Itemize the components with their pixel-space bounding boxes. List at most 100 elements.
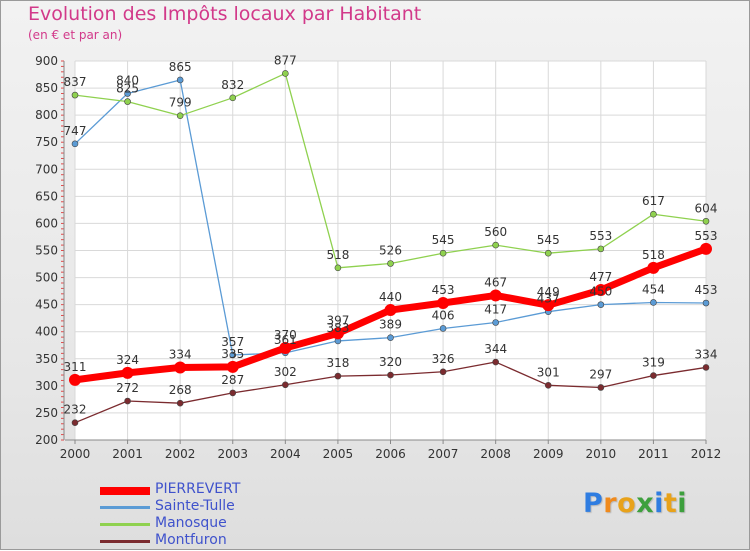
data-label-manosque: 877	[274, 53, 297, 67]
x-tick-label: 2006	[375, 447, 406, 461]
data-label-montfuron: 320	[379, 355, 402, 369]
data-point-manosque	[71, 91, 79, 99]
x-tick-label: 2009	[533, 447, 564, 461]
legend-item-pierrevert: PIERREVERT	[100, 481, 280, 500]
data-label-sainte-tulle: 437	[537, 292, 560, 306]
logo-letter: o	[617, 488, 637, 519]
y-tick-label: 800	[35, 108, 58, 122]
data-label-sainte-tulle: 383	[326, 321, 349, 335]
data-label-manosque: 832	[221, 78, 244, 92]
data-point-montfuron	[492, 358, 499, 366]
data-point-sainte-tulle	[124, 90, 131, 97]
data-label-montfuron: 326	[432, 352, 455, 366]
data-point-manosque	[334, 264, 342, 272]
y-tick-label: 550	[35, 244, 58, 258]
legend-swatch-manosque	[100, 523, 150, 526]
data-label-sainte-tulle: 454	[642, 282, 665, 296]
logo-letter: x	[636, 488, 655, 519]
data-label-sainte-tulle: 865	[169, 60, 192, 74]
data-point-sainte-tulle	[176, 76, 184, 84]
data-point-montfuron	[544, 382, 552, 389]
legend-item-sainte-tulle: Sainte-Tulle	[100, 498, 280, 517]
data-point-sainte-tulle	[702, 299, 710, 307]
y-tick-label: 350	[35, 352, 58, 366]
data-label-manosque: 526	[379, 243, 402, 257]
x-tick-label: 2005	[323, 447, 354, 461]
data-label-manosque: 604	[695, 201, 718, 215]
legend-swatch-montfuron	[100, 540, 150, 543]
y-tick-label: 200	[35, 433, 58, 447]
y-tick-label: 300	[35, 379, 58, 393]
data-point-montfuron	[334, 372, 342, 380]
data-label-montfuron: 319	[642, 356, 665, 370]
data-point-sainte-tulle	[597, 301, 605, 308]
data-point-pierrevert	[331, 327, 344, 340]
data-label-manosque: 799	[169, 96, 192, 110]
data-label-montfuron: 334	[695, 347, 718, 361]
data-point-pierrevert	[647, 261, 660, 274]
x-tick-label: 2002	[165, 447, 196, 461]
data-label-manosque: 837	[64, 75, 87, 89]
data-point-montfuron	[124, 397, 131, 405]
data-label-montfuron: 302	[274, 365, 297, 379]
data-point-manosque	[650, 210, 657, 218]
data-label-pierrevert: 397	[326, 313, 349, 327]
data-label-montfuron: 272	[116, 381, 139, 395]
data-label-manosque: 553	[589, 229, 612, 243]
legend-swatch-pierrevert	[100, 487, 150, 495]
x-tick-label: 2004	[270, 447, 301, 461]
logo-letter: r	[603, 488, 618, 519]
legend-item-montfuron: Montfuron	[100, 532, 280, 551]
chart-title: Evolution des Impôts locaux par Habitant	[28, 3, 422, 25]
y-tick-label: 750	[35, 135, 58, 149]
x-tick-label: 2012	[691, 447, 722, 461]
data-point-sainte-tulle	[650, 299, 657, 306]
legend-swatch-sainte-tulle	[100, 506, 150, 509]
legend-item-manosque: Manosque	[100, 515, 280, 534]
data-point-manosque	[229, 94, 237, 102]
x-tick-label: 2007	[428, 447, 459, 461]
data-label-pierrevert: 553	[695, 229, 718, 243]
data-label-montfuron: 297	[589, 367, 612, 381]
data-point-pierrevert	[700, 242, 712, 255]
data-label-pierrevert: 334	[169, 347, 192, 361]
data-point-montfuron	[282, 381, 289, 389]
data-point-pierrevert	[69, 373, 81, 386]
data-label-pierrevert: 518	[642, 248, 665, 262]
chart-legend: PIERREVERT Sainte-Tulle Manosque Montfuron	[100, 481, 280, 551]
data-point-pierrevert	[384, 304, 397, 317]
data-point-sainte-tulle	[387, 334, 394, 341]
x-tick-label: 2008	[480, 447, 511, 461]
data-label-manosque: 617	[642, 194, 665, 208]
data-point-montfuron	[702, 364, 710, 371]
data-point-pierrevert	[489, 289, 502, 302]
data-point-sainte-tulle	[71, 140, 79, 148]
data-point-manosque	[702, 217, 710, 225]
data-label-pierrevert: 467	[484, 275, 507, 289]
data-label-pierrevert: 477	[589, 270, 612, 284]
data-point-montfuron	[71, 419, 79, 426]
data-label-manosque: 560	[484, 225, 507, 239]
logo-letter: i	[677, 488, 688, 519]
data-point-pierrevert	[594, 284, 607, 297]
data-point-sainte-tulle	[229, 351, 237, 359]
data-point-manosque	[176, 112, 184, 119]
data-label-montfuron: 268	[169, 383, 192, 397]
data-label-sainte-tulle: 747	[64, 124, 87, 138]
data-label-montfuron: 318	[326, 356, 349, 370]
data-label-pierrevert: 440	[379, 290, 402, 304]
data-point-manosque	[439, 249, 447, 257]
data-point-pierrevert	[174, 361, 187, 374]
data-point-manosque	[597, 245, 605, 253]
y-tick-label: 600	[35, 216, 58, 230]
data-label-manosque: 825	[116, 82, 139, 96]
data-point-montfuron	[597, 384, 605, 391]
data-point-manosque	[124, 98, 131, 105]
y-tick-label: 450	[35, 298, 58, 312]
proxiti-logo: Proxiti	[583, 488, 687, 519]
data-label-montfuron: 232	[64, 403, 87, 417]
data-label-manosque: 518	[326, 248, 349, 262]
y-tick-label: 500	[35, 271, 58, 285]
data-point-manosque	[492, 241, 499, 249]
